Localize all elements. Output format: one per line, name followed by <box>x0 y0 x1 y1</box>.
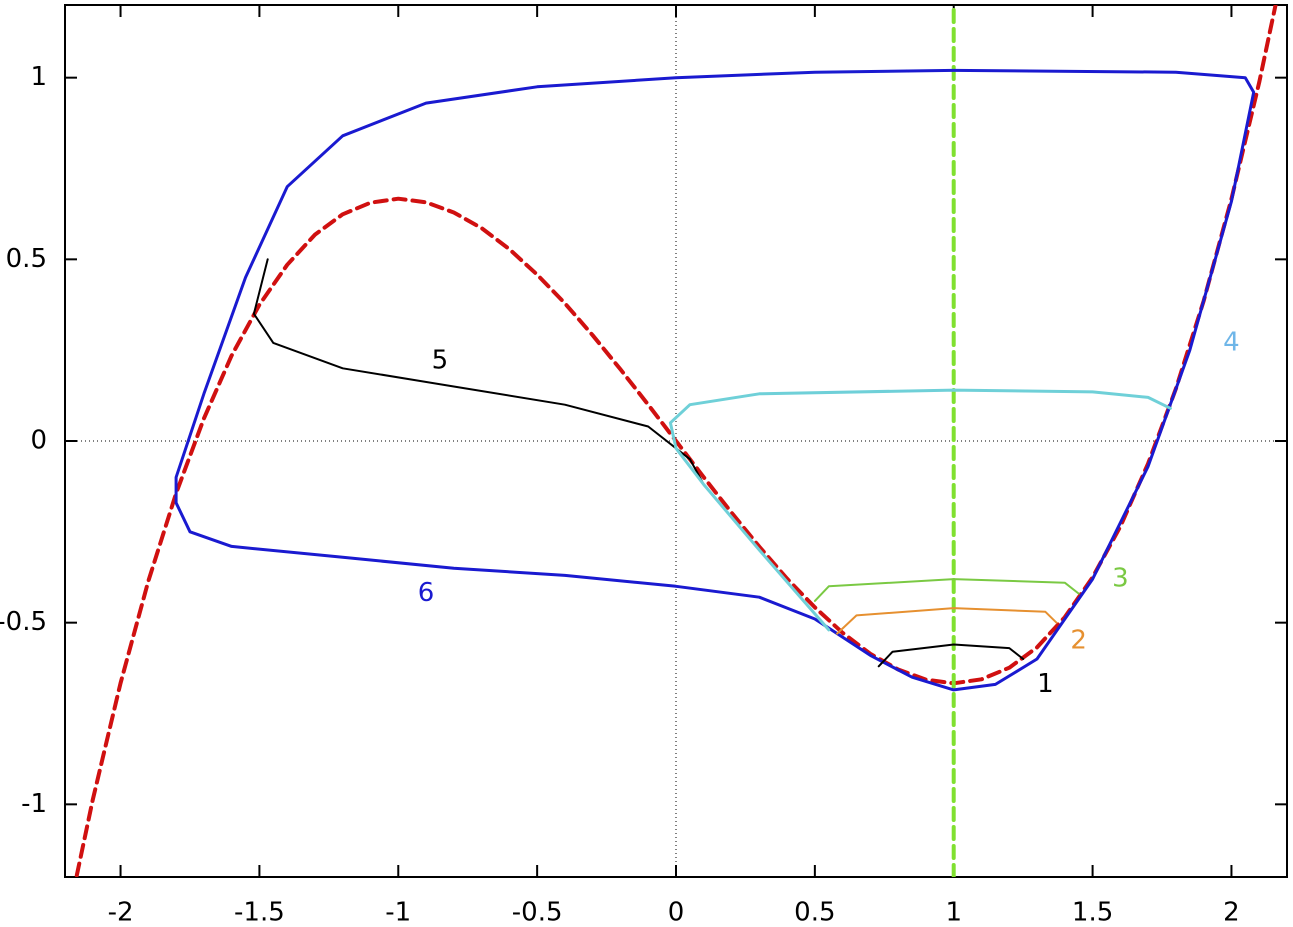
trajectory-line <box>74 5 1278 877</box>
x-tick-label: 2 <box>1223 898 1240 927</box>
x-tick-label: -1.5 <box>234 898 285 927</box>
x-tick-label: 1 <box>945 898 962 927</box>
x-tick-label: -1 <box>385 898 411 927</box>
y-tick-label: -0.5 <box>0 607 47 637</box>
trajectory-line <box>836 607 1058 635</box>
curve-label: 6 <box>418 578 435 608</box>
curve-label: 5 <box>432 346 449 376</box>
curve-label: 2 <box>1070 625 1087 655</box>
plot-lines <box>74 5 1278 877</box>
y-tick-label: 0.5 <box>6 244 47 274</box>
curve-label: 1 <box>1037 669 1054 699</box>
trajectory-line <box>877 643 1025 668</box>
y-tick-label: -1 <box>21 789 47 819</box>
x-tick-label: -0.5 <box>512 898 563 927</box>
trajectory-line <box>813 578 1080 602</box>
x-tick-label: 0 <box>668 898 685 927</box>
trajectory-line <box>174 68 1256 692</box>
curve-label: 3 <box>1112 564 1129 594</box>
y-tick-label: 1 <box>30 62 47 92</box>
y-tick-label: 0 <box>30 426 47 456</box>
trajectory-line <box>668 388 1172 632</box>
x-tick-label: 0.5 <box>794 898 835 927</box>
curve-label: 4 <box>1223 327 1240 357</box>
x-tick-label: -2 <box>108 898 134 927</box>
trajectory-line <box>252 258 705 486</box>
x-tick-label: 1.5 <box>1072 898 1113 927</box>
